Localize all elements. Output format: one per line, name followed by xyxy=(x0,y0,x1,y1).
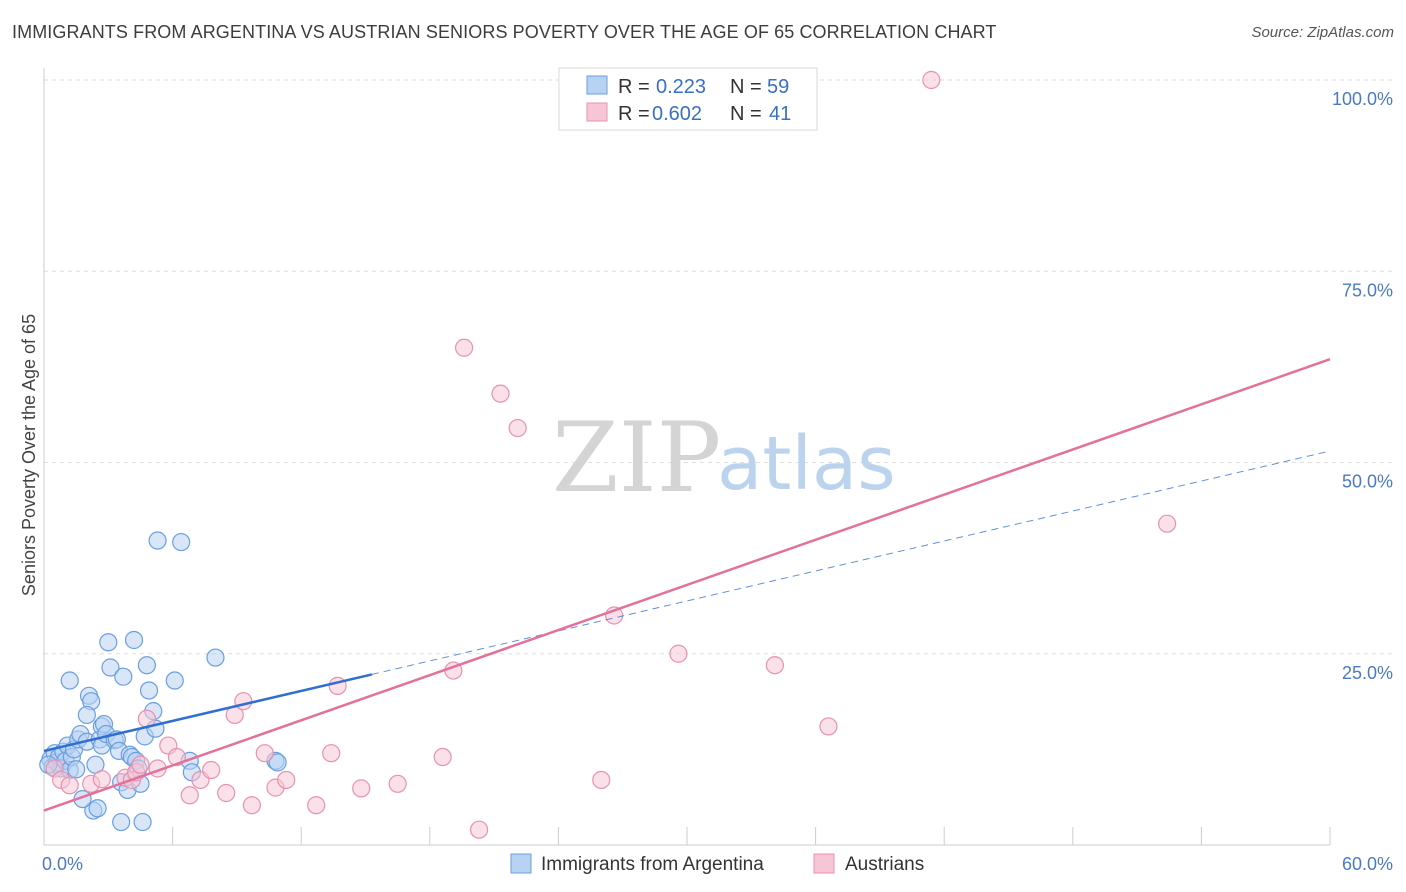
point-argentina xyxy=(60,671,79,690)
y-tick-label: 25.0% xyxy=(1342,663,1393,683)
trend-line-argentina xyxy=(43,673,373,753)
point-argentina xyxy=(268,753,287,772)
point-austrians xyxy=(922,70,941,90)
point-austrians xyxy=(307,796,326,815)
point-austrians xyxy=(592,770,611,790)
point-argentina xyxy=(165,671,184,690)
point-argentina xyxy=(148,531,167,550)
point-austrians xyxy=(352,779,371,798)
x-tick-marks xyxy=(43,827,1331,845)
y-tick-label: 100.0% xyxy=(1332,89,1393,109)
x-tick-label: 60.0% xyxy=(1342,854,1393,874)
trend-lines xyxy=(43,358,1331,812)
point-argentina xyxy=(206,648,225,667)
point-argentina xyxy=(139,681,159,700)
point-austrians xyxy=(454,338,474,357)
y-tick-label: 50.0% xyxy=(1342,472,1393,492)
point-argentina xyxy=(172,532,191,552)
point-argentina xyxy=(99,633,118,652)
bottom-legend-label-austrians: Austrians xyxy=(845,854,924,875)
legend-box: R = 0.223 N = 59 R = 0.602 N = 41 xyxy=(558,67,818,131)
source-label: Source: ZipAtlas.com xyxy=(1251,24,1394,41)
bottom-legend-label-argentina: Immigrants from Argentina xyxy=(541,854,764,875)
point-argentina xyxy=(114,667,133,686)
point-argentina xyxy=(124,630,144,650)
bottom-legend: Immigrants from Argentina Austrians xyxy=(510,853,924,875)
legend-r-value-argentina: 0.223 xyxy=(656,76,706,98)
point-austrians xyxy=(234,692,253,711)
trend-line-austrians xyxy=(43,358,1331,812)
point-austrians xyxy=(277,770,296,790)
legend-n-label-austrians: N = xyxy=(730,103,762,125)
legend-n-label-argentina: N = xyxy=(730,76,762,98)
point-austrians xyxy=(469,820,489,839)
x-tick-label: 0.0% xyxy=(42,854,83,874)
watermark-zip: ZIP xyxy=(552,402,721,514)
point-austrians xyxy=(1158,514,1177,533)
point-austrians xyxy=(819,717,838,736)
grid-lines xyxy=(44,79,1392,655)
point-argentina xyxy=(88,799,107,818)
point-austrians xyxy=(388,774,407,793)
watermark-atlas: atlas xyxy=(717,421,896,507)
point-argentina xyxy=(137,656,156,675)
point-austrians xyxy=(255,744,274,763)
series-austrians-points xyxy=(45,70,1177,839)
point-austrians xyxy=(433,747,452,767)
chart-title: IMMIGRANTS FROM ARGENTINA VS AUSTRIAN SE… xyxy=(12,22,997,42)
legend-n-value-austrians: 41 xyxy=(769,103,791,125)
legend-r-label-austrians: R = xyxy=(618,103,650,125)
point-argentina xyxy=(77,705,96,725)
point-austrians xyxy=(242,796,262,815)
point-austrians xyxy=(202,760,221,780)
watermark: ZIP atlas xyxy=(552,402,896,514)
point-austrians xyxy=(322,744,341,763)
point-austrians xyxy=(180,786,199,805)
point-austrians xyxy=(217,783,236,803)
y-tick-label: 75.0% xyxy=(1342,280,1393,300)
point-austrians xyxy=(508,418,527,438)
legend-swatch-argentina xyxy=(586,75,608,95)
point-austrians xyxy=(669,644,688,663)
bottom-legend-swatch-argentina xyxy=(510,853,532,874)
point-austrians xyxy=(60,776,79,795)
legend-n-value-argentina: 59 xyxy=(767,76,789,98)
point-argentina xyxy=(101,658,120,677)
point-austrians xyxy=(92,770,111,789)
legend-r-value-austrians: 0.602 xyxy=(652,103,702,125)
point-austrians xyxy=(131,755,150,774)
point-austrians xyxy=(765,656,784,675)
legend-r-label-argentina: R = xyxy=(618,76,650,98)
legend-swatch-austrians xyxy=(586,102,608,122)
y-tick-labels: 25.0% 50.0% 75.0% 100.0% xyxy=(1332,89,1393,683)
point-argentina xyxy=(133,812,152,832)
point-argentina xyxy=(112,812,131,832)
x-tick-labels: 0.0% 60.0% xyxy=(42,854,1393,874)
axes xyxy=(43,68,1330,846)
point-austrians xyxy=(491,384,510,403)
trend-line-argentina-extension xyxy=(371,450,1331,675)
point-argentina xyxy=(67,760,86,779)
y-axis-label: Seniors Poverty Over the Age of 65 xyxy=(19,314,39,596)
bottom-legend-swatch-austrians xyxy=(813,853,835,874)
